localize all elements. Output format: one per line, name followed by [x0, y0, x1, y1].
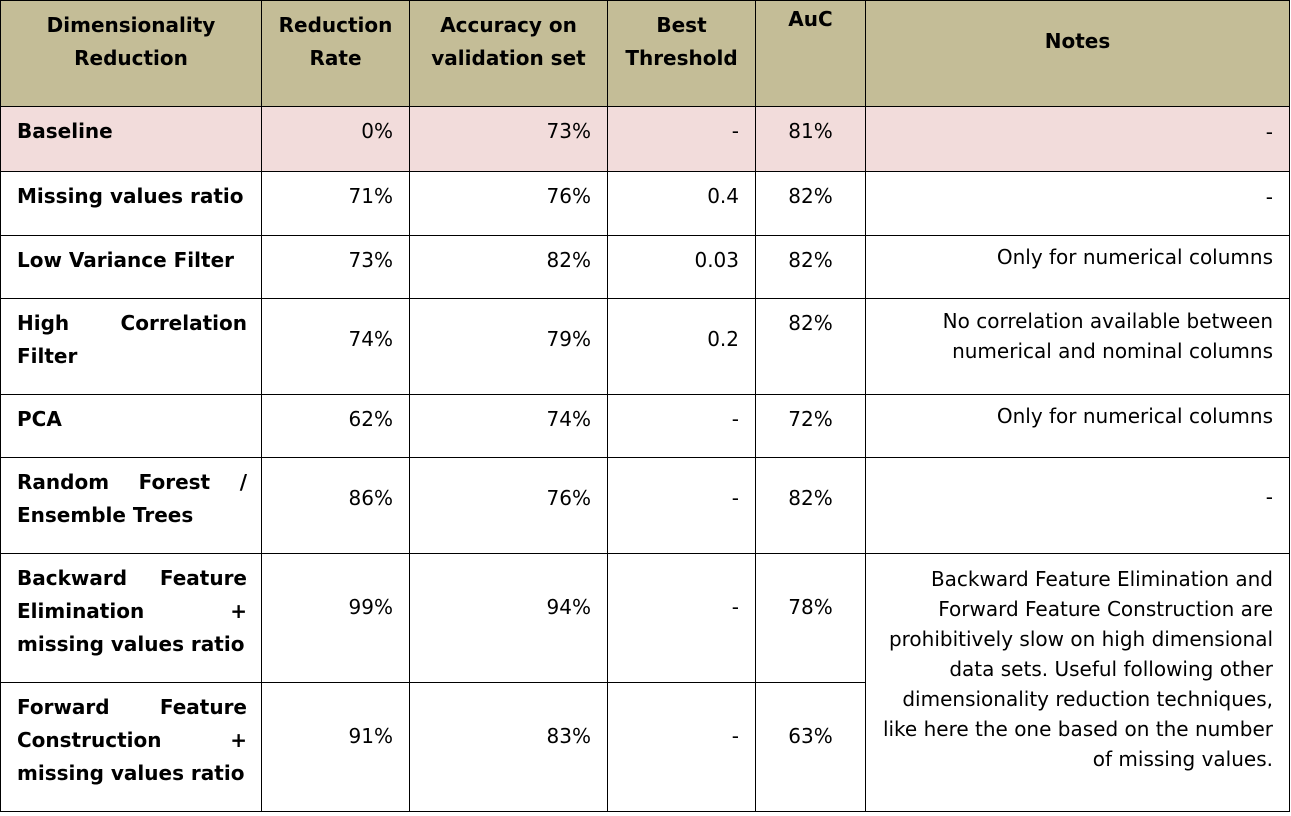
header-reduction-rate: Reduction Rate — [261, 0, 410, 107]
header-row: Dimensionality Reduction Reduction Rate … — [0, 0, 1290, 107]
method-cell: Missing values ratio — [0, 171, 262, 236]
notes-cell: - — [865, 106, 1290, 172]
auc-cell: 82% — [755, 235, 866, 299]
table-row: Forward Feature Construction + missing v… — [0, 682, 1290, 812]
reduction-rate-cell: 73% — [261, 235, 410, 299]
reduction-rate-cell: 86% — [261, 457, 410, 554]
reduction-rate-cell: 62% — [261, 394, 410, 458]
reduction-rate-cell: 74% — [261, 298, 410, 395]
header-notes: Notes — [865, 0, 1290, 107]
table-row: Low Variance Filter 73% 82% 0.03 82% Onl… — [0, 235, 1290, 299]
reduction-rate-cell: 91% — [261, 682, 410, 812]
notes-cell: - — [865, 457, 1290, 554]
table-row: PCA 62% 74% - 72% Only for numerical col… — [0, 394, 1290, 458]
notes-cell: Only for numerical columns — [865, 235, 1290, 299]
accuracy-cell: 76% — [409, 171, 608, 236]
notes-cell: No correlation available between numeric… — [865, 298, 1290, 395]
auc-cell: 63% — [755, 682, 866, 812]
best-threshold-cell: - — [607, 394, 756, 458]
auc-cell: 82% — [755, 171, 866, 236]
best-threshold-cell: - — [607, 682, 756, 812]
best-threshold-cell: - — [607, 553, 756, 683]
auc-cell: 72% — [755, 394, 866, 458]
method-cell: Baseline — [0, 106, 262, 172]
accuracy-cell: 94% — [409, 553, 608, 683]
method-cell: High Correlation Filter — [0, 298, 262, 395]
method-cell: Low Variance Filter — [0, 235, 262, 299]
method-cell: Backward Feature Elimination + missing v… — [0, 553, 262, 683]
notes-cell-merged: Backward Feature Elimination and Forward… — [865, 553, 1290, 812]
header-accuracy: Accuracy on validation set — [409, 0, 608, 107]
method-cell: Random Forest / Ensemble Trees — [0, 457, 262, 554]
table-row: Baseline 0% 73% - 81% - — [0, 106, 1290, 172]
auc-cell: 81% — [755, 106, 866, 172]
method-cell: Forward Feature Construction + missing v… — [0, 682, 262, 812]
auc-cell: 82% — [755, 298, 866, 395]
best-threshold-cell: - — [607, 457, 756, 554]
auc-cell: 78% — [755, 553, 866, 683]
table-row: Random Forest / Ensemble Trees 86% 76% -… — [0, 457, 1290, 554]
accuracy-cell: 76% — [409, 457, 608, 554]
header-auc: AuC — [755, 0, 866, 107]
reduction-rate-cell: 99% — [261, 553, 410, 683]
best-threshold-cell: - — [607, 106, 756, 172]
header-best-threshold: Best Threshold — [607, 0, 756, 107]
accuracy-cell: 82% — [409, 235, 608, 299]
best-threshold-cell: 0.2 — [607, 298, 756, 395]
notes-cell: Only for numerical columns — [865, 394, 1290, 458]
table-row: High Correlation Filter 74% 79% 0.2 82% … — [0, 298, 1290, 395]
table-row: Missing values ratio 71% 76% 0.4 82% - — [0, 171, 1290, 236]
reduction-rate-cell: 0% — [261, 106, 410, 172]
header-method: Dimensionality Reduction — [0, 0, 262, 107]
table-row: Backward Feature Elimination + missing v… — [0, 553, 1290, 812]
accuracy-cell: 74% — [409, 394, 608, 458]
accuracy-cell: 73% — [409, 106, 608, 172]
accuracy-cell: 79% — [409, 298, 608, 395]
best-threshold-cell: 0.03 — [607, 235, 756, 299]
auc-cell: 82% — [755, 457, 866, 554]
method-cell: PCA — [0, 394, 262, 458]
best-threshold-cell: 0.4 — [607, 171, 756, 236]
notes-cell: - — [865, 171, 1290, 236]
reduction-rate-cell: 71% — [261, 171, 410, 236]
accuracy-cell: 83% — [409, 682, 608, 812]
